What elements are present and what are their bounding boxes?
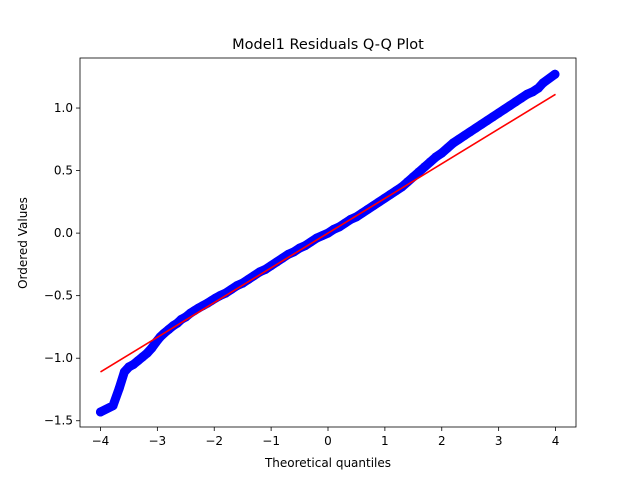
x-tick-label: 0 — [324, 434, 332, 448]
y-axis: −1.5 −1.0 −0.5 0.0 0.5 1.0 — [44, 101, 80, 428]
fit-line — [100, 93, 556, 373]
data-point — [114, 383, 124, 393]
y-tick-label: 1.0 — [54, 101, 73, 115]
x-tick-label: −2 — [205, 434, 223, 448]
y-axis-label: Ordered Values — [16, 197, 30, 289]
x-tick-label: 3 — [495, 434, 503, 448]
y-tick-label: −1.0 — [44, 351, 73, 365]
data-point — [108, 401, 118, 411]
x-tick-label: −1 — [262, 434, 280, 448]
x-tick-label: −3 — [149, 434, 167, 448]
chart-title: Model1 Residuals Q-Q Plot — [232, 37, 424, 53]
plot-area — [95, 69, 560, 417]
y-tick-label: −1.5 — [44, 414, 73, 428]
data-point — [538, 78, 548, 88]
data-point — [147, 343, 157, 353]
data-point — [550, 69, 560, 79]
x-axis: −4 −3 −2 −1 0 1 2 3 4 — [92, 427, 560, 448]
x-tick-label: 2 — [438, 434, 446, 448]
y-tick-label: −0.5 — [44, 289, 73, 303]
data-point — [95, 407, 105, 417]
x-axis-label: Theoretical quantiles — [264, 456, 391, 470]
y-tick-label: 0.0 — [54, 226, 73, 240]
x-tick-label: 4 — [552, 434, 560, 448]
y-tick-label: 0.5 — [54, 164, 73, 178]
x-tick-label: 1 — [381, 434, 389, 448]
x-tick-label: −4 — [92, 434, 110, 448]
